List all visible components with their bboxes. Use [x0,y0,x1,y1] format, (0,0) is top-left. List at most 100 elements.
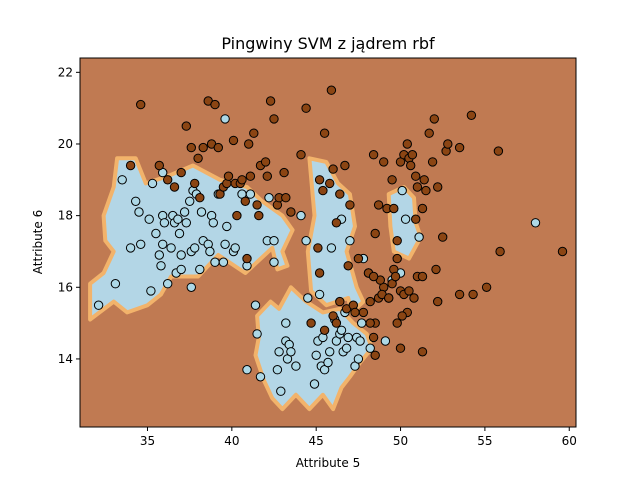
data-point-class-0 [311,350,321,360]
data-point-class-1 [384,293,394,303]
data-point-class-1 [365,318,375,328]
data-point-class-0 [195,264,205,275]
data-point-class-0 [159,218,170,228]
data-point-class-0 [296,210,306,221]
data-point-class-0 [281,318,291,328]
data-point-class-0 [176,264,186,275]
data-point-class-1 [254,210,264,221]
data-point-class-1 [319,325,330,335]
data-point-class-0 [230,243,240,253]
data-point-class-0 [269,236,279,246]
data-point-class-1 [343,261,353,271]
data-point-class-1 [125,160,136,171]
data-point-class-1 [269,114,279,124]
data-point-class-1 [331,218,342,228]
data-point-class-0 [147,178,158,189]
data-point-class-1 [417,203,428,214]
data-point-class-1 [186,142,197,153]
data-point-class-1 [314,268,325,278]
data-point-class-1 [454,289,465,300]
y-tick-label: 22 [58,65,73,79]
x-tick-label: 35 [140,434,155,448]
data-point-class-1 [242,253,252,264]
data-point-class-0 [380,336,391,346]
data-point-class-0 [146,286,156,296]
data-point-class-1 [417,271,428,282]
data-point-class-1 [340,160,350,171]
data-point-class-1 [433,182,443,192]
data-point-class-1 [326,85,337,95]
data-point-class-1 [429,114,439,124]
data-point-class-1 [237,175,247,185]
data-point-class-1 [421,185,431,196]
y-tick-label: 14 [58,352,73,366]
data-point-class-0 [343,332,353,343]
data-point-class-1 [387,175,397,185]
data-point-class-1 [350,307,360,318]
data-point-class-1 [325,178,335,189]
data-point-class-0 [291,361,301,371]
data-point-class-1 [296,150,306,160]
data-point-class-0 [355,336,365,346]
x-tick-label: 40 [224,434,239,448]
data-point-class-0 [326,243,337,253]
data-point-class-0 [357,318,367,328]
data-point-class-1 [328,164,338,174]
data-point-class-1 [198,142,208,153]
data-point-class-1 [493,146,504,156]
data-point-class-1 [412,182,423,192]
data-point-class-0 [163,279,173,289]
data-point-class-1 [433,296,443,307]
data-point-class-0 [173,214,183,224]
data-point-class-0 [222,221,232,232]
y-tick-label: 18 [58,209,73,223]
data-point-class-0 [341,343,352,353]
data-point-class-1 [193,153,203,164]
x-tick-label: 45 [309,434,324,448]
data-point-class-1 [223,171,234,181]
data-point-class-1 [424,128,434,138]
data-point-class-0 [414,232,424,242]
decision-region-4 [253,285,374,412]
data-point-class-1 [331,318,342,328]
data-point-class-0 [255,372,266,382]
data-point-class-1 [335,189,345,199]
data-point-class-1 [557,246,568,257]
data-point-class-1 [411,171,421,181]
data-point-class-1 [313,243,323,253]
data-point-class-0 [185,196,195,207]
data-point-class-1 [368,332,379,343]
data-point-class-1 [345,200,355,210]
data-point-class-0 [156,261,166,271]
data-point-class-1 [392,253,402,264]
data-point-class-1 [373,200,384,210]
data-point-class-0 [314,289,325,300]
x-axis: 35 40 45 50 55 60 [140,427,577,448]
data-point-class-1 [397,311,407,321]
x-tick-label: 60 [562,434,577,448]
data-point-class-0 [93,300,104,310]
data-point-class-0 [218,257,229,267]
data-point-class-1 [169,182,180,192]
data-point-class-0 [303,293,313,303]
data-point-class-0 [220,239,230,250]
x-axis-label: Attribute 5 [296,456,360,470]
data-point-class-1 [368,150,379,160]
data-point-class-1 [181,121,192,131]
data-point-class-1 [176,167,186,178]
x-tick-label: 55 [477,434,492,448]
plot-frame [79,57,577,428]
data-point-class-0 [154,250,165,260]
data-point-class-0 [276,386,286,396]
data-point-class-1 [301,103,311,113]
data-point-class-1 [411,214,421,224]
data-point-class-1 [481,282,492,292]
data-point-class-0 [274,347,284,357]
data-point-class-1 [406,160,416,171]
data-point-class-0 [166,243,176,253]
data-point-class-1 [358,307,369,318]
data-point-class-0 [117,175,127,185]
data-point-class-0 [205,246,215,257]
